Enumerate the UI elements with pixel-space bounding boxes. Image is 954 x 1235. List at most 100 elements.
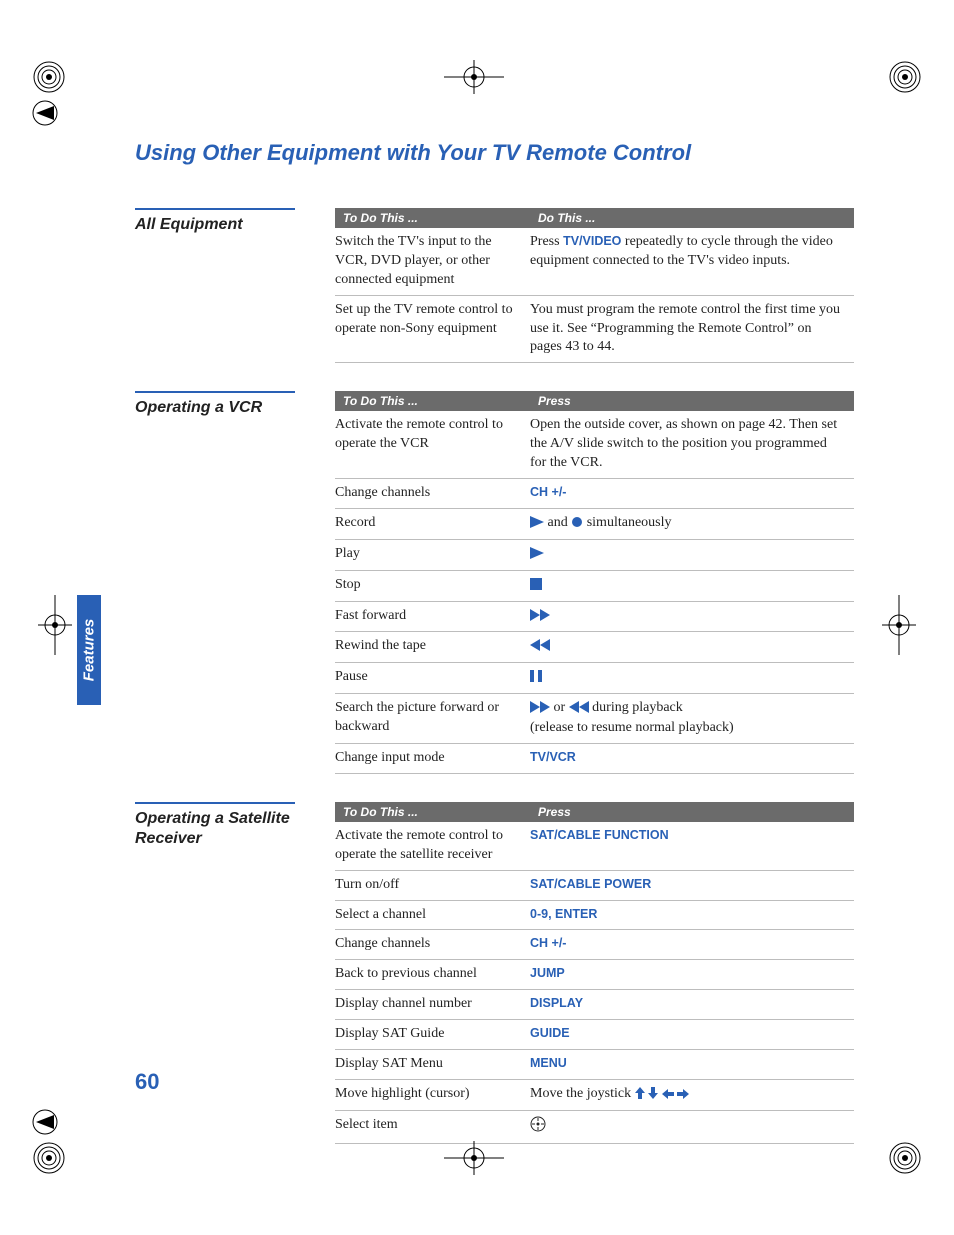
action-cell: Activate the remote control to operate t… [335, 411, 530, 478]
remote-key: MENU [530, 1056, 567, 1070]
instruction-cell [530, 539, 854, 570]
table-row: Fast forward [335, 601, 854, 632]
section-heading-text: All Equipment [135, 215, 315, 235]
table-row: Record and simultaneously [335, 508, 854, 539]
side-tab-label: Features [81, 619, 98, 682]
play-icon [530, 546, 544, 565]
table-row: Change input modeTV/VCR [335, 744, 854, 774]
table-row: Activate the remote control to operate t… [335, 411, 854, 478]
table-row: Play [335, 539, 854, 570]
action-cell: Move highlight (cursor) [335, 1079, 530, 1110]
instruction-cell: MENU [530, 1050, 854, 1080]
action-cell: Set up the TV remote control to operate … [335, 295, 530, 363]
section-heading: All Equipment [135, 208, 335, 363]
table-header: To Do This ... [335, 391, 530, 411]
arrow-up-icon [635, 1086, 645, 1105]
remote-key: JUMP [530, 966, 565, 980]
action-cell: Select item [335, 1110, 530, 1143]
remote-key: CH +/- [530, 485, 566, 499]
section-heading: Operating a VCR [135, 391, 335, 774]
instruction-cell: Move the joystick [530, 1079, 854, 1110]
instruction-cell: or during playback(release to resume nor… [530, 694, 854, 744]
table-header: To Do This ... [335, 208, 530, 228]
table-header: Do This ... [530, 208, 854, 228]
crop-mark-corner [32, 60, 66, 94]
play-icon [530, 515, 544, 534]
action-cell: Record [335, 508, 530, 539]
cell-text: You must program the remote control the … [530, 302, 840, 355]
action-cell: Search the picture forward or backward [335, 694, 530, 744]
crop-mark-center [444, 60, 504, 94]
crop-mark-corner [32, 1141, 66, 1175]
section: Operating a Satellite Receiver To Do This… [135, 802, 854, 1144]
instruction-cell: SAT/CABLE FUNCTION [530, 822, 854, 870]
instruction-cell: GUIDE [530, 1020, 854, 1050]
cell-text: and [544, 515, 571, 530]
instruction-cell: 0-9, ENTER [530, 900, 854, 930]
cell-text: simultaneously [583, 515, 671, 530]
section-heading: Operating a Satellite Receiver [135, 802, 335, 1144]
table-row: Activate the remote control to operate t… [335, 822, 854, 870]
instruction-table: To Do This ...Do This ...Switch the TV's… [335, 208, 854, 363]
action-cell: Stop [335, 570, 530, 601]
remote-key: GUIDE [530, 1026, 570, 1040]
table-row: Display channel numberDISPLAY [335, 990, 854, 1020]
section-heading-text: Operating a VCR [135, 398, 315, 418]
stop-icon [530, 577, 542, 596]
crop-mark-tri [32, 100, 58, 126]
crop-mark-center [444, 1141, 504, 1175]
table-header: To Do This ... [335, 802, 530, 822]
table-row: Display SAT MenuMENU [335, 1050, 854, 1080]
cell-text: (release to resume normal playback) [530, 720, 734, 735]
remote-key: DISPLAY [530, 996, 583, 1010]
instruction-cell: CH +/- [530, 479, 854, 509]
cell-text: Press [530, 234, 563, 249]
instruction-cell [530, 632, 854, 663]
section-heading-text: Operating a Satellite Receiver [135, 809, 315, 849]
table-row: Switch the TV's input to the VCR, DVD pl… [335, 228, 854, 295]
remote-key: SAT/CABLE FUNCTION [530, 828, 669, 842]
section: All Equipment To Do This ...Do This ...Sw… [135, 208, 854, 363]
instruction-cell: DISPLAY [530, 990, 854, 1020]
instruction-cell: You must program the remote control the … [530, 295, 854, 363]
instruction-cell: Open the outside cover, as shown on page… [530, 411, 854, 478]
action-cell: Select a channel [335, 900, 530, 930]
table-header: Press [530, 391, 854, 411]
instruction-cell [530, 570, 854, 601]
instruction-cell: JUMP [530, 960, 854, 990]
cell-text: during playback [589, 700, 683, 715]
arrow-left-icon [662, 1086, 674, 1105]
table-row: Select item [335, 1110, 854, 1143]
action-cell: Change input mode [335, 744, 530, 774]
table-row: Select a channel0-9, ENTER [335, 900, 854, 930]
action-cell: Display SAT Guide [335, 1020, 530, 1050]
table-row: Change channelsCH +/- [335, 930, 854, 960]
ff-icon [530, 608, 550, 627]
cell-text: Move the joystick [530, 1086, 635, 1101]
table-header: Press [530, 802, 854, 822]
action-cell: Back to previous channel [335, 960, 530, 990]
page-title: Using Other Equipment with Your TV Remot… [135, 140, 854, 166]
table-row: Change channelsCH +/- [335, 479, 854, 509]
instruction-cell: CH +/- [530, 930, 854, 960]
crop-mark-corner [888, 60, 922, 94]
arrow-down-icon [648, 1086, 658, 1105]
instruction-table: To Do This ...PressActivate the remote c… [335, 391, 854, 774]
table-row: Stop [335, 570, 854, 601]
crop-mark-side [38, 595, 72, 655]
page-number: 60 [135, 1069, 159, 1095]
action-cell: Change channels [335, 479, 530, 509]
record-icon [571, 515, 583, 534]
action-cell: Display SAT Menu [335, 1050, 530, 1080]
action-cell: Switch the TV's input to the VCR, DVD pl… [335, 228, 530, 295]
instruction-cell [530, 663, 854, 694]
instruction-cell [530, 1110, 854, 1143]
remote-key: SAT/CABLE POWER [530, 877, 651, 891]
action-cell: Pause [335, 663, 530, 694]
action-cell: Play [335, 539, 530, 570]
joystick-icon [530, 1116, 546, 1138]
table-row: Pause [335, 663, 854, 694]
remote-key: CH +/- [530, 936, 566, 950]
instruction-cell [530, 601, 854, 632]
action-cell: Display channel number [335, 990, 530, 1020]
